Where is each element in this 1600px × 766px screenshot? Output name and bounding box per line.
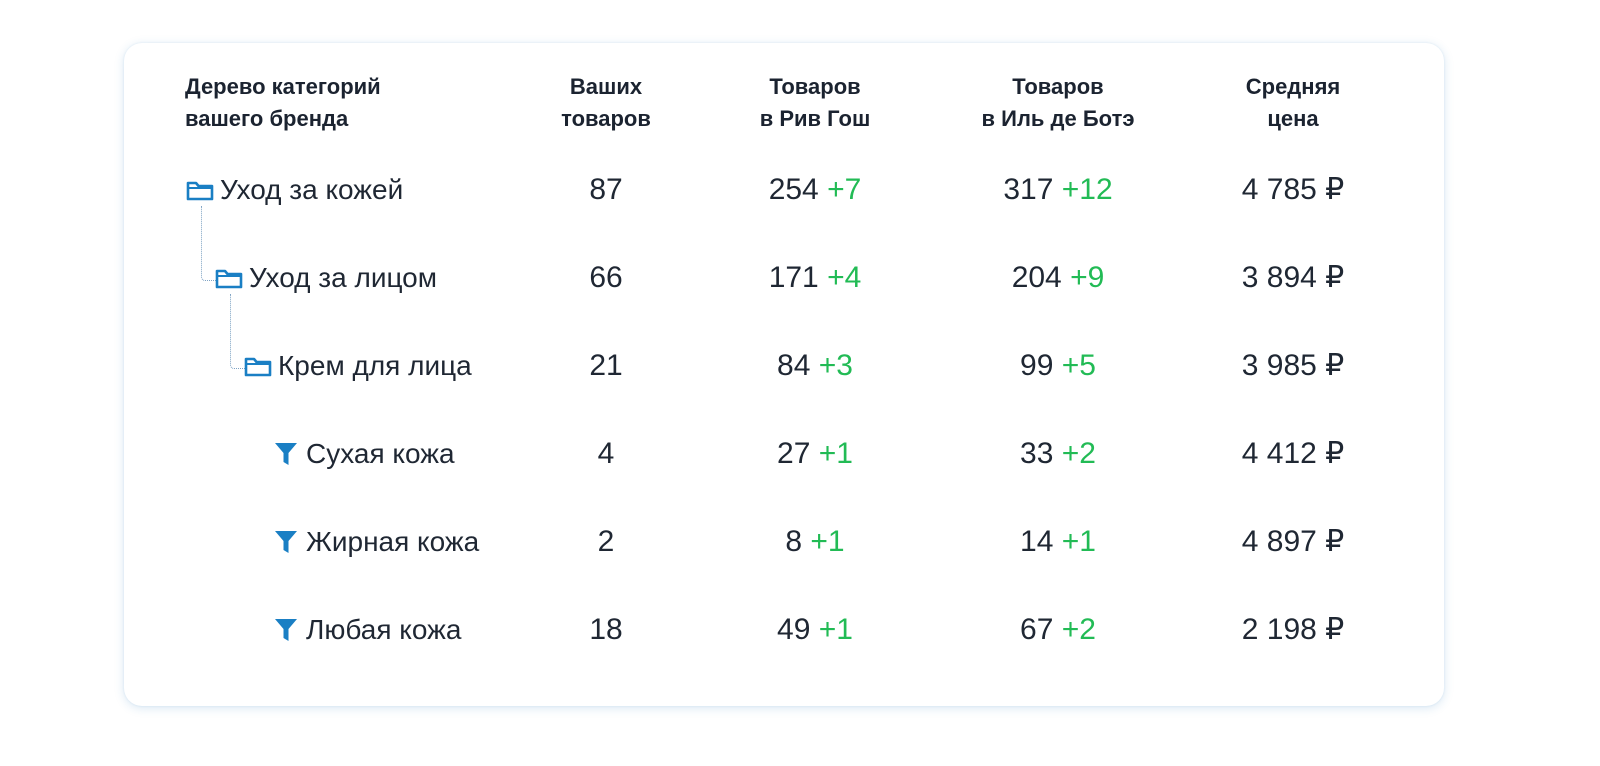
yours-count: 21 bbox=[589, 349, 623, 382]
category-label: Крем для лица bbox=[278, 350, 472, 381]
avg-price: 4 412 ₽ bbox=[1241, 437, 1345, 470]
iledebeaute-count: 67 bbox=[1020, 613, 1054, 646]
filter-icon bbox=[272, 616, 300, 644]
iledebeaute-count-cell: 33 +2 bbox=[1020, 424, 1096, 484]
filter-icon bbox=[272, 440, 300, 468]
rivgauche-count: 171 bbox=[768, 261, 819, 294]
iledebeaute-delta: +9 bbox=[1070, 261, 1105, 294]
avg-price: 3 894 ₽ bbox=[1241, 261, 1345, 294]
iledebeaute-delta: +2 bbox=[1061, 613, 1096, 646]
header-yours-line1: Ваших bbox=[569, 74, 643, 99]
yours-count: 2 bbox=[597, 525, 615, 558]
header-yours: Ваших товаров bbox=[561, 71, 651, 135]
header-iledebeaute-line1: Товаров bbox=[1012, 74, 1104, 99]
table-row[interactable]: Любая кожа 18 49 +1 67 +2 2 198 ₽ bbox=[124, 600, 1444, 660]
header-avg-price: Средняя цена bbox=[1246, 71, 1341, 135]
category-table-card: Дерево категорий вашего бренда Ваших тов… bbox=[124, 43, 1444, 706]
category-cell[interactable]: Любая кожа bbox=[272, 600, 461, 660]
iledebeaute-count-cell: 67 +2 bbox=[1020, 600, 1096, 660]
iledebeaute-count-cell: 317 +12 bbox=[1003, 160, 1112, 220]
header-yours-line2: товаров bbox=[561, 106, 651, 131]
table-row[interactable]: Жирная кожа 2 8 +1 14 +1 4 897 ₽ bbox=[124, 512, 1444, 572]
category-cell[interactable]: Уход за кожей bbox=[186, 160, 403, 220]
iledebeaute-delta: +12 bbox=[1061, 173, 1113, 206]
header-rivgauche-line1: Товаров bbox=[769, 74, 861, 99]
table-row[interactable]: Сухая кожа 4 27 +1 33 +2 4 412 ₽ bbox=[124, 424, 1444, 484]
rivgauche-count-cell: 8 +1 bbox=[785, 512, 844, 572]
yours-count: 4 bbox=[597, 437, 615, 470]
rivgauche-count-cell: 84 +3 bbox=[777, 336, 853, 396]
table-row[interactable]: Крем для лица 21 84 +3 99 +5 3 985 ₽ bbox=[124, 336, 1444, 396]
header-rivgauche: Товаров в Рив Гош bbox=[760, 71, 871, 135]
header-iledebeaute: Товаров в Иль де Ботэ bbox=[981, 71, 1134, 135]
rivgauche-count: 27 bbox=[777, 437, 811, 470]
rivgauche-count: 49 bbox=[777, 613, 811, 646]
rivgauche-delta: +1 bbox=[818, 437, 853, 470]
category-label: Сухая кожа bbox=[306, 438, 455, 469]
rivgauche-delta: +3 bbox=[818, 349, 853, 382]
rivgauche-count-cell: 171 +4 bbox=[769, 248, 862, 308]
iledebeaute-count: 317 bbox=[1003, 173, 1054, 206]
avg-price: 4 897 ₽ bbox=[1241, 525, 1345, 558]
yours-count: 87 bbox=[589, 173, 623, 206]
category-cell[interactable]: Жирная кожа bbox=[272, 512, 479, 572]
yours-count: 18 bbox=[589, 613, 623, 646]
iledebeaute-count-cell: 204 +9 bbox=[1012, 248, 1105, 308]
header-category-line1: Дерево категорий bbox=[185, 74, 381, 99]
iledebeaute-count: 204 bbox=[1011, 261, 1062, 294]
header-avg-price-line1: Средняя bbox=[1245, 74, 1341, 99]
category-cell[interactable]: Уход за лицом bbox=[215, 248, 437, 308]
category-cell[interactable]: Сухая кожа bbox=[272, 424, 455, 484]
header-avg-price-line2: цена bbox=[1267, 106, 1319, 131]
yours-count: 66 bbox=[589, 261, 623, 294]
category-cell[interactable]: Крем для лица bbox=[244, 336, 472, 396]
rivgauche-count: 84 bbox=[777, 349, 811, 382]
iledebeaute-count-cell: 99 +5 bbox=[1020, 336, 1096, 396]
header-category-line2: вашего бренда bbox=[185, 106, 349, 131]
avg-price: 4 785 ₽ bbox=[1241, 173, 1345, 206]
folder-icon bbox=[215, 264, 243, 292]
rivgauche-count-cell: 49 +1 bbox=[777, 600, 853, 660]
tree-connector bbox=[201, 206, 216, 281]
rivgauche-delta: +1 bbox=[818, 613, 853, 646]
rivgauche-delta: +7 bbox=[827, 173, 862, 206]
iledebeaute-count: 99 bbox=[1020, 349, 1054, 382]
iledebeaute-count: 14 bbox=[1020, 525, 1054, 558]
rivgauche-delta: +4 bbox=[827, 261, 862, 294]
folder-icon bbox=[244, 352, 272, 380]
rivgauche-count: 8 bbox=[785, 525, 803, 558]
rivgauche-count: 254 bbox=[768, 173, 819, 206]
iledebeaute-count: 33 bbox=[1020, 437, 1054, 470]
table-row[interactable]: Уход за кожей 87 254 +7 317 +12 4 785 ₽ bbox=[124, 160, 1444, 220]
header-iledebeaute-line2: в Иль де Ботэ bbox=[981, 106, 1135, 131]
filter-icon bbox=[272, 528, 300, 556]
rivgauche-count-cell: 27 +1 bbox=[777, 424, 853, 484]
tree-connector bbox=[230, 294, 245, 369]
category-label: Уход за кожей bbox=[220, 174, 404, 205]
folder-icon bbox=[186, 176, 214, 204]
iledebeaute-delta: +1 bbox=[1061, 525, 1096, 558]
iledebeaute-delta: +2 bbox=[1061, 437, 1096, 470]
category-label: Любая кожа bbox=[306, 614, 462, 645]
iledebeaute-delta: +5 bbox=[1061, 349, 1096, 382]
rivgauche-count-cell: 254 +7 bbox=[769, 160, 862, 220]
header-category: Дерево категорий вашего бренда bbox=[185, 71, 381, 135]
avg-price: 3 985 ₽ bbox=[1241, 349, 1345, 382]
category-label: Жирная кожа bbox=[306, 526, 480, 557]
table-row[interactable]: Уход за лицом 66 171 +4 204 +9 3 894 ₽ bbox=[124, 248, 1444, 308]
avg-price: 2 198 ₽ bbox=[1241, 613, 1345, 646]
header-rivgauche-line2: в Рив Гош bbox=[759, 106, 871, 131]
rivgauche-delta: +1 bbox=[810, 525, 845, 558]
iledebeaute-count-cell: 14 +1 bbox=[1020, 512, 1096, 572]
category-label: Уход за лицом bbox=[249, 262, 438, 293]
